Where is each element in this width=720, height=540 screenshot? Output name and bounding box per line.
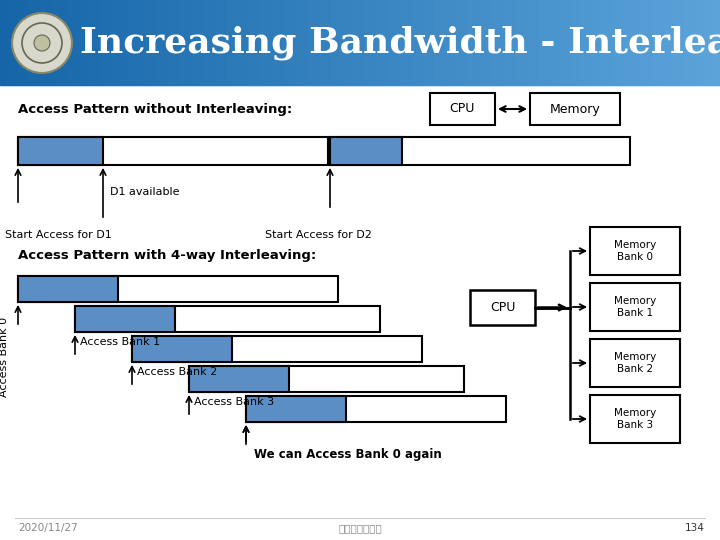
Bar <box>590 227 680 275</box>
Text: 计算机体系结构: 计算机体系结构 <box>338 523 382 533</box>
Bar <box>530 93 620 125</box>
Text: Memory
Bank 3: Memory Bank 3 <box>614 408 656 430</box>
Text: 2020/11/27: 2020/11/27 <box>18 523 78 533</box>
Text: We can Access Bank 0 again: We can Access Bank 0 again <box>254 448 442 461</box>
Bar <box>189 366 289 392</box>
Bar <box>132 336 422 362</box>
Circle shape <box>34 35 50 51</box>
Bar <box>590 395 680 443</box>
Circle shape <box>12 13 72 73</box>
Bar <box>590 283 680 331</box>
Bar <box>18 137 328 165</box>
Text: D1 available: D1 available <box>110 187 179 197</box>
Text: Access Bank 0: Access Bank 0 <box>0 317 9 397</box>
Bar <box>75 306 380 332</box>
Text: CPU: CPU <box>449 103 474 116</box>
Bar <box>18 276 118 302</box>
Bar <box>18 276 338 302</box>
Bar <box>330 137 630 165</box>
Bar <box>470 290 535 325</box>
Bar <box>0 85 720 540</box>
Bar <box>18 137 103 165</box>
Bar <box>246 396 346 422</box>
Bar <box>430 93 495 125</box>
Text: Access Pattern without Interleaving:: Access Pattern without Interleaving: <box>18 104 292 117</box>
Bar <box>590 339 680 387</box>
Text: Memory
Bank 2: Memory Bank 2 <box>614 352 656 374</box>
Text: Start Access for D1: Start Access for D1 <box>5 230 112 240</box>
Text: CPU: CPU <box>490 301 516 314</box>
Bar <box>246 396 506 422</box>
Text: Access Bank 2: Access Bank 2 <box>137 367 217 377</box>
Text: Memory
Bank 0: Memory Bank 0 <box>614 240 656 262</box>
Bar <box>189 366 464 392</box>
Text: Memory
Bank 1: Memory Bank 1 <box>614 296 656 318</box>
Bar <box>75 306 175 332</box>
Text: Start Access for D2: Start Access for D2 <box>265 230 372 240</box>
Text: Access Pattern with 4-way Interleaving:: Access Pattern with 4-way Interleaving: <box>18 248 316 261</box>
Bar <box>132 336 232 362</box>
Text: Access Bank 1: Access Bank 1 <box>80 337 160 347</box>
Text: Increasing Bandwidth - Interleaving: Increasing Bandwidth - Interleaving <box>80 26 720 60</box>
Bar <box>330 137 402 165</box>
Text: 134: 134 <box>685 523 705 533</box>
Text: Memory: Memory <box>549 103 600 116</box>
Text: Access Bank 3: Access Bank 3 <box>194 397 274 407</box>
